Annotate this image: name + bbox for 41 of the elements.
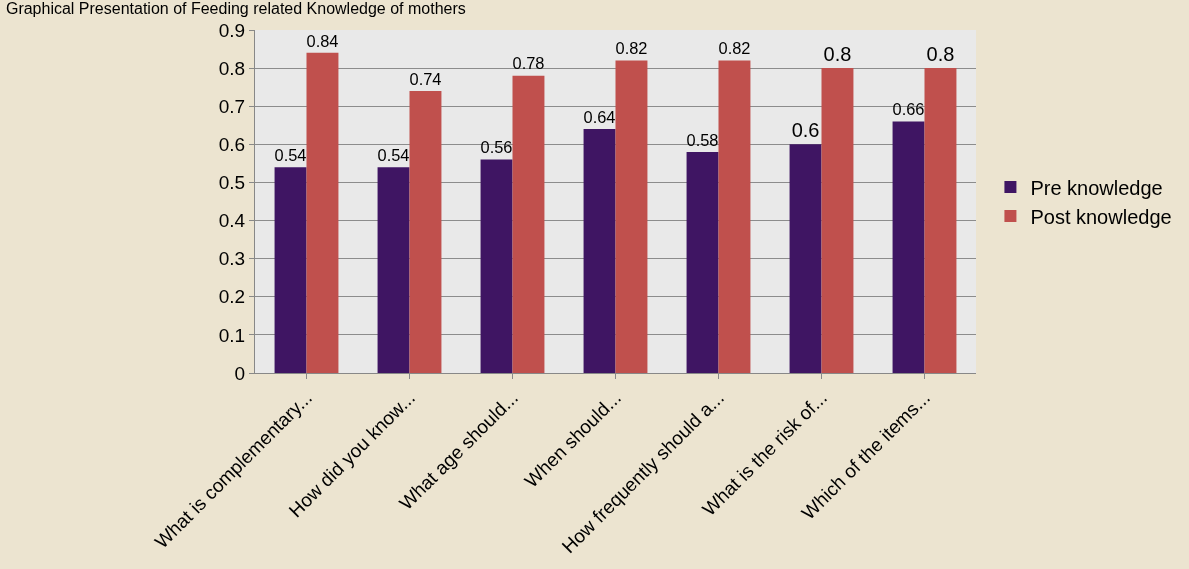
bar xyxy=(512,75,545,373)
bar xyxy=(718,60,751,373)
data-label: 0.58 xyxy=(686,130,719,149)
data-label: 0.54 xyxy=(377,145,410,164)
data-label: 0.64 xyxy=(583,107,616,126)
data-label: 0.66 xyxy=(892,100,925,119)
data-label: 0.8 xyxy=(926,43,955,66)
y-tick-label: 0.1 xyxy=(218,324,246,346)
bar xyxy=(821,68,854,373)
data-label: 0.82 xyxy=(718,39,751,58)
bar xyxy=(583,129,616,373)
bar xyxy=(409,90,442,373)
chart-title: Graphical Presentation of Feeding related Knowledge of mothers xyxy=(5,0,466,18)
data-label: 0.54 xyxy=(274,145,307,164)
legend-label: Post knowledge xyxy=(1030,205,1172,228)
y-tick-label: 0.6 xyxy=(218,133,246,155)
data-label: 0.84 xyxy=(306,31,339,50)
y-tick-label: 0.3 xyxy=(218,248,246,270)
bar xyxy=(480,159,513,373)
data-label: 0.74 xyxy=(409,69,442,88)
data-label: 0.6 xyxy=(791,119,820,142)
bar xyxy=(892,121,925,373)
y-tick-label: 0.8 xyxy=(218,57,246,79)
bar xyxy=(615,60,648,373)
legend-label: Pre knowledge xyxy=(1030,176,1163,199)
data-label: 0.82 xyxy=(615,39,648,58)
y-tick-label: 0 xyxy=(234,362,246,384)
bar xyxy=(274,167,307,373)
bar xyxy=(789,144,822,373)
y-tick-label: 0.2 xyxy=(218,286,246,308)
y-tick-label: 0.9 xyxy=(218,19,246,41)
bar xyxy=(306,52,339,373)
y-tick-label: 0.5 xyxy=(218,172,246,194)
bar xyxy=(686,151,719,373)
bar xyxy=(924,68,957,373)
data-label: 0.78 xyxy=(512,54,545,73)
y-tick-label: 0.4 xyxy=(218,210,246,232)
data-label: 0.56 xyxy=(480,138,513,157)
data-label: 0.8 xyxy=(823,43,852,66)
bar xyxy=(377,167,410,373)
y-tick-label: 0.7 xyxy=(218,95,246,117)
